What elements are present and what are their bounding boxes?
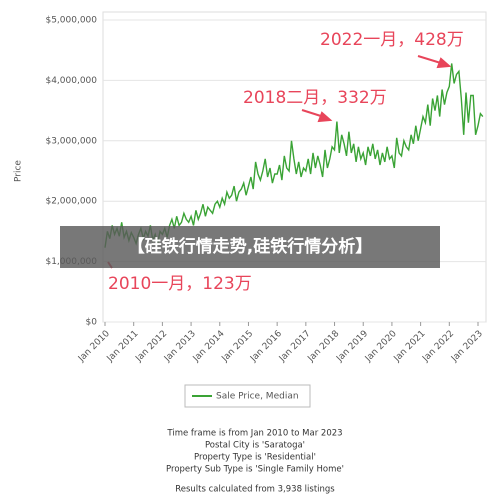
- note: Time frame is from Jan 2010 to Mar 2023: [166, 429, 342, 439]
- arrowhead: [436, 57, 452, 69]
- note: Property Sub Type is 'Single Family Home…: [166, 465, 344, 475]
- y-axis-label: Price: [14, 160, 24, 182]
- banner: 【硅铁行情走势,硅铁行情分析】: [128, 236, 372, 257]
- legend: Sale Price, Median: [184, 384, 311, 408]
- legend-label: Sale Price, Median: [216, 392, 299, 402]
- annotation: 2022一月，428万: [320, 30, 464, 50]
- arrowhead: [317, 111, 333, 123]
- annotation: 2018二月，332万: [243, 88, 387, 108]
- y-tick-label: $2,000,000: [45, 197, 97, 207]
- y-tick-label: $5,000,000: [45, 16, 97, 26]
- y-tick-label: $4,000,000: [45, 76, 97, 86]
- notes: Time frame is from Jan 2010 to Mar 2023 P…: [166, 429, 344, 495]
- annotation: 2010一月，123万: [108, 274, 252, 294]
- note: Property Type is 'Residential': [194, 453, 316, 463]
- y-tick-label: $3,000,000: [45, 136, 97, 146]
- banner-bg: [60, 226, 440, 268]
- y-tick-label: $0: [86, 318, 98, 328]
- note: Postal City is 'Saratoga': [205, 441, 305, 451]
- legend-box: [184, 384, 311, 408]
- note: Results calculated from 3,938 listings: [175, 485, 335, 495]
